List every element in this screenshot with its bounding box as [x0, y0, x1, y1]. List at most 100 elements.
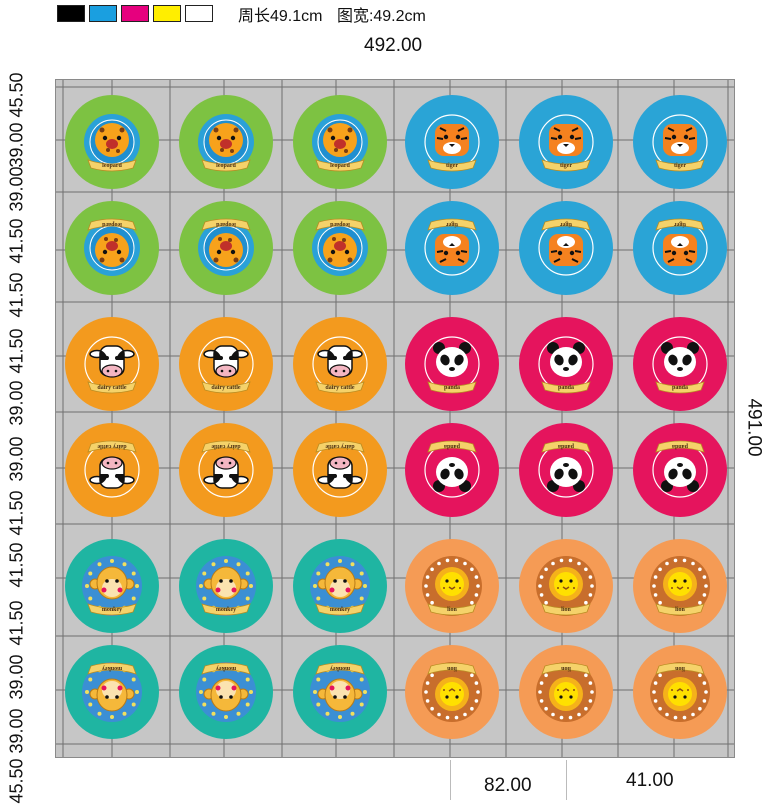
svg-text:leopard: leopard: [330, 163, 350, 169]
svg-text:dairy cattle: dairy cattle: [325, 385, 354, 391]
panda-face-icon: panda: [633, 423, 727, 517]
sticker-monkey: monkey: [292, 538, 388, 634]
svg-text:panda: panda: [444, 443, 460, 449]
cow-face-icon: dairy cattle: [293, 423, 387, 517]
sticker-lion: lion: [518, 644, 614, 740]
sticker-dairy-cattle: dairy cattle: [292, 422, 388, 518]
bottom-tick-line: [450, 760, 451, 800]
svg-text:dairy cattle: dairy cattle: [211, 443, 240, 449]
svg-text:leopard: leopard: [102, 163, 122, 169]
left-dimension-label: 41.50: [6, 272, 27, 318]
sticker-lion: lion: [632, 644, 728, 740]
svg-text:monkey: monkey: [330, 665, 350, 671]
cow-face-icon: dairy cattle: [65, 317, 159, 411]
sticker-lion: lion: [404, 538, 500, 634]
perimeter-label: 周长49.1cm: [238, 8, 323, 25]
svg-text:dairy cattle: dairy cattle: [325, 443, 354, 449]
lion-face-icon: lion: [405, 539, 499, 633]
sticker-leopard: leopard: [178, 94, 274, 190]
svg-text:panda: panda: [672, 443, 688, 449]
monkey-face-icon: monkey: [65, 645, 159, 739]
monkey-face-icon: monkey: [179, 539, 273, 633]
panda-face-icon: panda: [519, 317, 613, 411]
svg-text:dairy cattle: dairy cattle: [211, 385, 240, 391]
left-dimensions: 45.50 39.00 39.00 41.50 41.50 41.50 39.00 39.00…: [2, 72, 32, 803]
left-dimension-label: 39.00: [6, 654, 27, 700]
svg-text:tiger: tiger: [446, 163, 458, 169]
leopard-face-icon: leopard: [293, 95, 387, 189]
sticker-tiger: tiger: [518, 94, 614, 190]
right-dimension: 491.00: [743, 398, 765, 457]
sticker-panda: panda: [404, 422, 500, 518]
left-dimension-label: 39.00: [6, 380, 27, 426]
svg-text:lion: lion: [561, 665, 571, 671]
svg-text:leopard: leopard: [102, 221, 122, 227]
left-dimension-label: 45.50: [6, 72, 27, 118]
svg-text:monkey: monkey: [102, 665, 122, 671]
lion-face-icon: lion: [519, 645, 613, 739]
monkey-face-icon: monkey: [293, 539, 387, 633]
svg-text:tiger: tiger: [674, 221, 686, 227]
sticker-dairy-cattle: dairy cattle: [178, 316, 274, 412]
bottom-dimension-b: 41.00: [626, 770, 674, 791]
sticker-panda: panda: [518, 316, 614, 412]
sticker-sheet: leopard leopard leopard tiger: [55, 79, 735, 758]
svg-text:tiger: tiger: [446, 221, 458, 227]
leopard-face-icon: leopard: [179, 95, 273, 189]
sticker-leopard: leopard: [178, 200, 274, 296]
svg-text:tiger: tiger: [560, 163, 572, 169]
swatch-black: [57, 5, 85, 22]
svg-text:lion: lion: [447, 665, 457, 671]
tiger-face-icon: tiger: [519, 201, 613, 295]
left-dimension-label: 39.00: [6, 436, 27, 482]
width-label: 图宽:49.2cm: [336, 8, 426, 25]
sticker-dairy-cattle: dairy cattle: [64, 316, 160, 412]
size-info: 周长49.1cm 图宽:49.2cm: [238, 2, 436, 26]
monkey-face-icon: monkey: [65, 539, 159, 633]
svg-text:leopard: leopard: [216, 221, 236, 227]
sticker-monkey: monkey: [64, 538, 160, 634]
left-dimension-label: 41.50: [6, 542, 27, 588]
svg-text:lion: lion: [675, 607, 685, 613]
left-dimension-label: 39.00: [6, 708, 27, 754]
tiger-face-icon: tiger: [405, 95, 499, 189]
lion-face-icon: lion: [519, 539, 613, 633]
sticker-dairy-cattle: dairy cattle: [292, 316, 388, 412]
cow-face-icon: dairy cattle: [179, 317, 273, 411]
sticker-lion: lion: [632, 538, 728, 634]
monkey-face-icon: monkey: [293, 645, 387, 739]
tiger-face-icon: tiger: [405, 201, 499, 295]
leopard-face-icon: leopard: [179, 201, 273, 295]
svg-text:monkey: monkey: [330, 607, 350, 613]
svg-text:leopard: leopard: [216, 163, 236, 169]
sticker-monkey: monkey: [292, 644, 388, 740]
top-dimension: 492.00: [364, 35, 423, 56]
sticker-leopard: leopard: [64, 94, 160, 190]
tiger-face-icon: tiger: [633, 201, 727, 295]
svg-text:lion: lion: [675, 665, 685, 671]
svg-text:panda: panda: [672, 385, 688, 391]
left-dimension-label: 39.00: [6, 122, 27, 168]
left-dimension-label: 45.50: [6, 758, 27, 804]
cow-face-icon: dairy cattle: [293, 317, 387, 411]
tiger-face-icon: tiger: [633, 95, 727, 189]
sticker-tiger: tiger: [632, 200, 728, 296]
sticker-panda: panda: [404, 316, 500, 412]
svg-text:lion: lion: [447, 607, 457, 613]
color-swatches: [57, 5, 213, 22]
cow-face-icon: dairy cattle: [65, 423, 159, 517]
leopard-face-icon: leopard: [65, 201, 159, 295]
svg-text:monkey: monkey: [102, 607, 122, 613]
sticker-lion: lion: [518, 538, 614, 634]
sticker-leopard: leopard: [64, 200, 160, 296]
left-dimension-label: 41.50: [6, 600, 27, 646]
panda-face-icon: panda: [519, 423, 613, 517]
sticker-lion: lion: [404, 644, 500, 740]
swatch-white: [185, 5, 213, 22]
cut-grid: [56, 80, 734, 757]
panda-face-icon: panda: [405, 317, 499, 411]
swatch-magenta: [121, 5, 149, 22]
svg-text:monkey: monkey: [216, 607, 236, 613]
left-dimension-label: 41.50: [6, 218, 27, 264]
monkey-face-icon: monkey: [179, 645, 273, 739]
